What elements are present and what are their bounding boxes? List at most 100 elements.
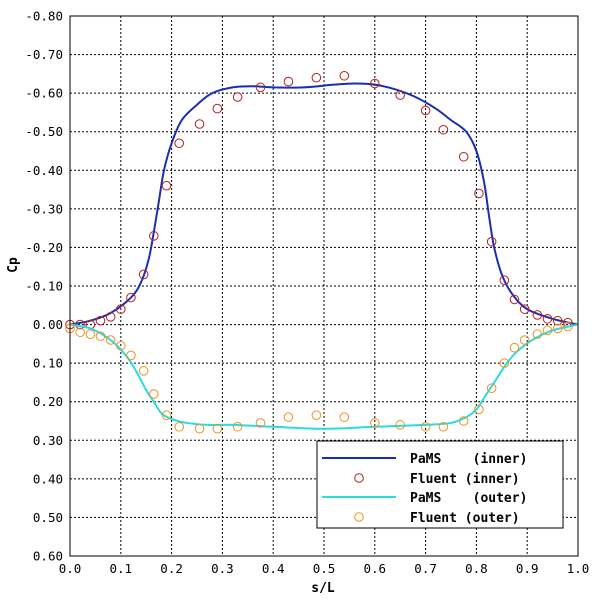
x-axis-ticks: 0.0 0.1 0.2 0.3 0.4 0.5 0.6 0.7 0.8 0.9 1.0 bbox=[59, 561, 590, 576]
y-axis-label: Cp bbox=[6, 257, 21, 273]
data-point-marker bbox=[116, 340, 126, 351]
data-point-marker bbox=[174, 138, 185, 149]
grid bbox=[70, 16, 578, 556]
y-tick-label: -0.20 bbox=[25, 240, 63, 255]
y-tick-label: 0.50 bbox=[33, 510, 63, 525]
data-point-marker bbox=[499, 275, 510, 286]
data-point-marker bbox=[194, 423, 205, 434]
data-point-marker bbox=[212, 423, 223, 434]
legend-circle-symbol bbox=[354, 512, 364, 522]
data-point-marker bbox=[311, 410, 322, 421]
y-tick-label: -0.70 bbox=[25, 47, 63, 62]
data-point-marker bbox=[138, 366, 149, 376]
data-point-marker bbox=[370, 418, 380, 428]
x-tick-label: 0.3 bbox=[211, 561, 234, 576]
data-point-marker bbox=[194, 119, 205, 129]
x-tick-label: 0.4 bbox=[262, 561, 285, 576]
series-line bbox=[69, 323, 579, 430]
data-point-marker bbox=[95, 331, 106, 341]
y-axis-ticks: -0.80 -0.70 -0.60 -0.50 -0.40 -0.30 -0.20 -0.10… bbox=[25, 9, 63, 564]
y-tick-label: 0.10 bbox=[33, 356, 63, 371]
data-point-marker bbox=[519, 335, 530, 345]
plot-frame bbox=[69, 15, 579, 557]
y-tick-label: -0.10 bbox=[25, 279, 63, 294]
series-line bbox=[69, 82, 579, 326]
x-tick-label: 0.0 bbox=[59, 561, 82, 576]
data-point-marker bbox=[255, 82, 266, 93]
series-fluent-outer bbox=[65, 321, 573, 434]
data-point-marker bbox=[95, 315, 106, 326]
data-point-marker bbox=[126, 292, 136, 303]
y-tick-label: 0.30 bbox=[33, 433, 63, 448]
data-point-marker bbox=[255, 418, 266, 428]
x-tick-label: 0.6 bbox=[364, 561, 387, 576]
legend-label-fluent-outer: Fluent (outer) bbox=[410, 511, 520, 526]
data-point-marker bbox=[339, 412, 350, 422]
data-point-marker bbox=[532, 329, 543, 340]
data-point-marker bbox=[486, 236, 497, 247]
x-axis-label: s/L bbox=[311, 581, 335, 596]
data-point-marker bbox=[552, 315, 563, 326]
y-tick-label: -0.50 bbox=[25, 124, 63, 139]
data-point-marker bbox=[149, 389, 159, 399]
series-pams-inner bbox=[69, 82, 579, 326]
data-point-marker bbox=[370, 78, 380, 89]
data-point-marker bbox=[232, 92, 243, 102]
x-tick-label: 0.2 bbox=[160, 561, 183, 576]
data-point-marker bbox=[161, 410, 172, 421]
legend-label-pams-outer: PaMS (outer) bbox=[410, 491, 527, 506]
legend-circle-symbol bbox=[354, 473, 364, 483]
data-point-marker bbox=[552, 323, 563, 334]
data-point-marker bbox=[339, 70, 350, 81]
data-point-marker bbox=[395, 90, 406, 100]
y-tick-label: 0.20 bbox=[33, 394, 63, 409]
data-point-marker bbox=[509, 342, 520, 353]
x-tick-label: 0.1 bbox=[110, 561, 133, 576]
data-point-marker bbox=[458, 416, 469, 426]
y-tick-label: -0.60 bbox=[25, 86, 63, 101]
data-point-marker bbox=[75, 327, 85, 338]
y-tick-label: 0.00 bbox=[33, 317, 63, 332]
data-point-marker bbox=[438, 421, 449, 432]
data-point-marker bbox=[283, 76, 294, 87]
x-tick-label: 0.7 bbox=[414, 561, 437, 576]
data-point-marker bbox=[474, 188, 484, 199]
y-tick-label: -0.40 bbox=[25, 163, 63, 178]
legend-label-fluent-inner: Fluent (inner) bbox=[410, 472, 520, 487]
data-point-marker bbox=[509, 294, 520, 305]
data-point-marker bbox=[149, 231, 159, 241]
data-point-marker bbox=[138, 269, 149, 280]
data-point-marker bbox=[105, 312, 116, 322]
data-point-marker bbox=[542, 325, 553, 336]
y-tick-label: -0.30 bbox=[25, 201, 63, 216]
data-point-marker bbox=[438, 124, 449, 135]
data-point-marker bbox=[395, 420, 406, 430]
series-pams-outer bbox=[69, 323, 579, 430]
y-tick-label: 0.60 bbox=[33, 549, 63, 564]
data-point-marker bbox=[458, 151, 469, 162]
data-point-marker bbox=[420, 105, 431, 116]
data-point-marker bbox=[174, 421, 185, 432]
data-point-marker bbox=[232, 421, 243, 432]
data-point-marker bbox=[542, 313, 553, 324]
data-point-marker bbox=[499, 358, 510, 368]
data-point-marker bbox=[126, 350, 136, 361]
data-point-marker bbox=[283, 412, 294, 422]
x-tick-label: 1.0 bbox=[567, 561, 590, 576]
y-tick-label: -0.80 bbox=[25, 9, 63, 24]
data-point-marker bbox=[116, 304, 126, 314]
data-point-marker bbox=[486, 383, 497, 394]
data-point-marker bbox=[105, 335, 116, 345]
data-point-marker bbox=[420, 421, 431, 432]
data-point-marker bbox=[161, 180, 172, 191]
data-point-marker bbox=[532, 310, 543, 320]
data-point-marker bbox=[212, 103, 223, 114]
legend: PaMS (inner) Fluent (inner) PaMS (outer)… bbox=[316, 440, 564, 529]
legend-symbols bbox=[322, 457, 396, 522]
x-tick-label: 0.8 bbox=[465, 561, 488, 576]
data-point-marker bbox=[519, 304, 530, 314]
x-tick-label: 0.5 bbox=[313, 561, 336, 576]
data-point-marker bbox=[311, 72, 322, 83]
data-point-marker bbox=[85, 329, 96, 340]
